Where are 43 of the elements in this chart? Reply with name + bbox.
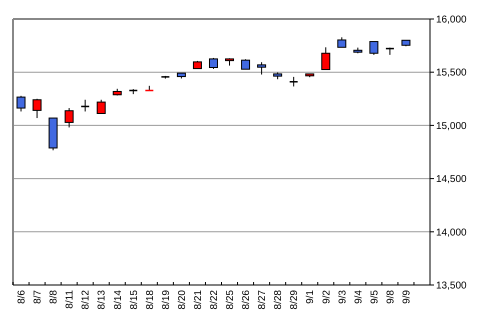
x-tick-label: 8/14 <box>112 290 124 310</box>
x-tick-label: 8/8 <box>48 290 60 304</box>
x-tick-label: 8/21 <box>192 290 204 310</box>
x-tick-label: 8/27 <box>257 290 268 310</box>
x-tick-label: 8/7 <box>32 290 44 304</box>
x-tick-label: 8/11 <box>64 290 76 309</box>
candlestick <box>96 99 106 114</box>
x-tick-label: 8/19 <box>160 290 172 310</box>
x-tick-label: 9/9 <box>401 290 412 304</box>
x-tick-label: 8/13 <box>96 290 108 310</box>
x-tick-label: 9/3 <box>337 290 348 304</box>
candlestick <box>257 62 266 76</box>
y-tick-label: 15,000 <box>436 120 468 132</box>
x-tick-label: 9/5 <box>369 290 380 304</box>
x-tick-label: 9/1 <box>305 290 316 304</box>
x-tick-label: 8/28 <box>273 290 284 310</box>
x-tick-label: 8/22 <box>208 290 220 310</box>
x-tick-label: 8/15 <box>128 290 140 310</box>
x-tick-label: 9/4 <box>353 290 364 304</box>
x-tick-label: 8/29 <box>289 290 300 310</box>
y-tick-label: 14,500 <box>436 174 468 186</box>
candlestick <box>321 46 330 70</box>
y-tick-label: 16,000 <box>436 14 468 26</box>
candlestick <box>241 58 250 70</box>
y-tick-label: 13,500 <box>436 280 468 292</box>
y-tick-label: 15,500 <box>436 68 468 79</box>
x-tick-label: 8/26 <box>241 290 252 310</box>
candlestick <box>16 95 26 112</box>
candlestick <box>32 98 42 119</box>
y-tick-label: 14,000 <box>436 227 468 238</box>
x-tick-label: 8/25 <box>225 290 236 310</box>
x-tick-label: 8/6 <box>16 290 28 304</box>
x-tick-label: 8/20 <box>176 290 188 310</box>
x-tick-label: 8/12 <box>80 290 92 310</box>
x-tick-label: 8/18 <box>144 290 156 310</box>
candlestick <box>64 108 74 128</box>
candlestick <box>208 57 218 70</box>
x-tick-label: 9/8 <box>385 290 396 304</box>
candlestick <box>337 36 346 48</box>
candlestick <box>81 99 90 112</box>
candlestick <box>290 76 298 87</box>
candlestick <box>369 41 378 56</box>
x-tick-label: 9/2 <box>321 290 332 304</box>
